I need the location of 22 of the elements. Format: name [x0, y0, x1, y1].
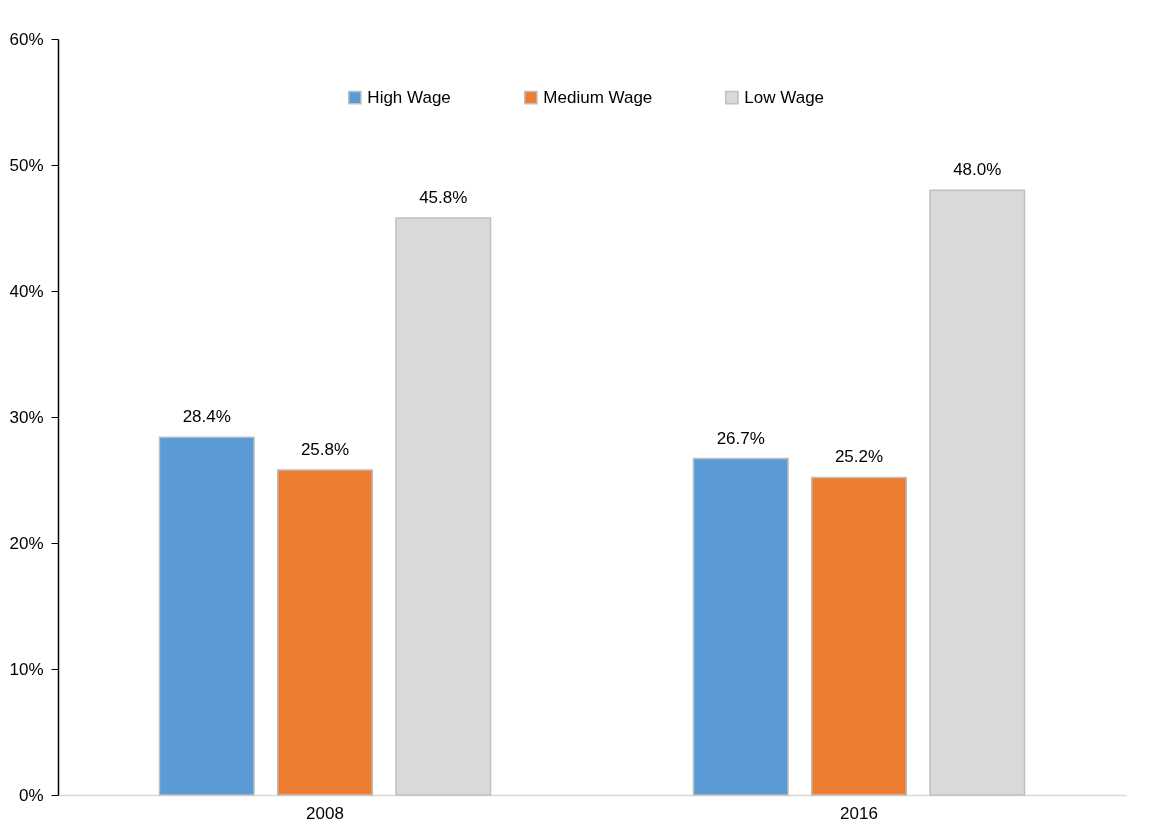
bar [810, 476, 908, 796]
y-tick-label: 60% [9, 29, 44, 49]
y-tick-label: 50% [9, 155, 44, 175]
y-tick-label: 10% [9, 659, 44, 679]
y-tick-label: 30% [9, 407, 44, 427]
legend-label: Low Wage [744, 87, 825, 107]
legend-label: Medium Wage [543, 87, 653, 107]
y-tick-label: 0% [18, 785, 44, 805]
data-label: 25.8% [300, 439, 350, 459]
data-label: 48.0% [953, 160, 1002, 180]
y-tick-label: 40% [9, 281, 44, 301]
data-label: 45.8% [419, 187, 468, 207]
data-label: 26.7% [716, 428, 765, 448]
bar [276, 469, 374, 796]
x-tick-label: 2016 [840, 803, 878, 823]
data-label: 25.2% [834, 447, 884, 467]
legend-label: High Wage [367, 87, 451, 107]
bar [692, 457, 789, 796]
bar [158, 436, 255, 796]
x-tick-label: 2008 [306, 803, 344, 823]
data-label: 28.4% [182, 407, 231, 427]
y-tick-label: 20% [9, 533, 44, 553]
